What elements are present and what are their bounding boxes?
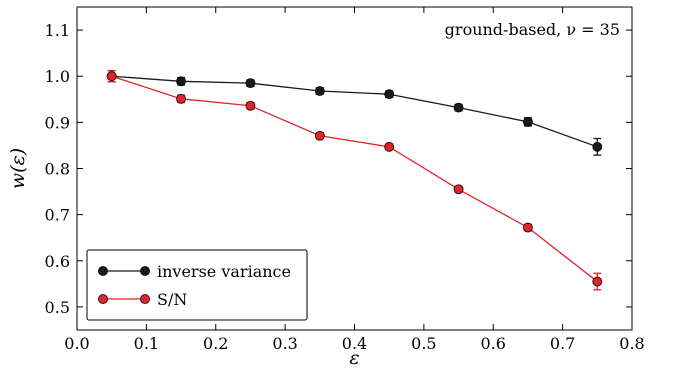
x-axis-label: ε [349, 347, 359, 369]
legend-marker [98, 266, 108, 276]
x-tick-label: 0.5 [411, 334, 436, 353]
data-point [106, 71, 117, 82]
x-tick-label: 0.1 [134, 334, 159, 353]
x-tick-label: 0.3 [272, 334, 297, 353]
y-tick-label: 0.6 [45, 252, 70, 271]
data-point [245, 100, 256, 111]
series-0 [106, 70, 603, 156]
legend-marker [98, 294, 108, 304]
x-tick-label: 0.7 [550, 334, 575, 353]
plot-annotation: ground-based, ν = 35 [445, 20, 620, 39]
data-point [314, 86, 325, 96]
data-point [314, 130, 325, 141]
y-tick-label: 1.0 [45, 67, 70, 86]
series-1 [106, 70, 603, 291]
y-tick-label: 0.5 [45, 298, 70, 317]
axis-ticks: 0.0 0.1 0.2 0.3 0.4 0.5 0.6 0.7 0.8 0.5 0.6 0.7 0.8 0… [45, 7, 645, 353]
data-point [592, 141, 603, 152]
legend-marker [140, 294, 150, 304]
data-point [592, 276, 603, 287]
legend-entry-0: inverse variance [98, 262, 291, 281]
series-layer [106, 70, 603, 291]
y-tick-label: 0.8 [45, 160, 70, 179]
legend-marker [140, 266, 150, 276]
legend-box [86, 249, 308, 321]
x-tick-label: 0.8 [619, 334, 644, 353]
x-tick-label: 0.6 [481, 334, 506, 353]
data-point [176, 93, 186, 104]
y-tick-label: 1.1 [45, 21, 70, 40]
data-point [384, 141, 395, 152]
y-axis-label: w(ε) [7, 148, 29, 189]
legend-label: inverse variance [157, 262, 291, 281]
data-point [176, 76, 186, 87]
y-tick-label: 0.7 [45, 206, 70, 225]
legend-label: S/N [157, 290, 187, 309]
data-point [523, 222, 533, 233]
data-point [453, 102, 464, 113]
data-point [245, 78, 256, 89]
legend: inverse variance S/N [86, 249, 308, 321]
x-tick-label: 0.0 [64, 334, 89, 353]
legend-entry-1: S/N [98, 290, 187, 309]
y-tick-label: 0.9 [45, 113, 70, 132]
data-point [523, 116, 533, 127]
x-tick-label: 0.2 [203, 334, 228, 353]
data-point [384, 89, 395, 100]
series-line [111, 75, 598, 148]
data-point [453, 184, 464, 195]
series-line [111, 75, 598, 283]
x-tick-label: 0.4 [342, 334, 367, 353]
